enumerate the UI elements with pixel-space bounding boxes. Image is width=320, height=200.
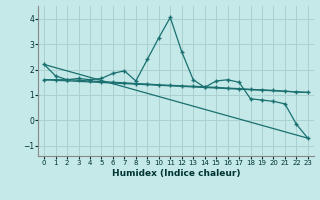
X-axis label: Humidex (Indice chaleur): Humidex (Indice chaleur)	[112, 169, 240, 178]
